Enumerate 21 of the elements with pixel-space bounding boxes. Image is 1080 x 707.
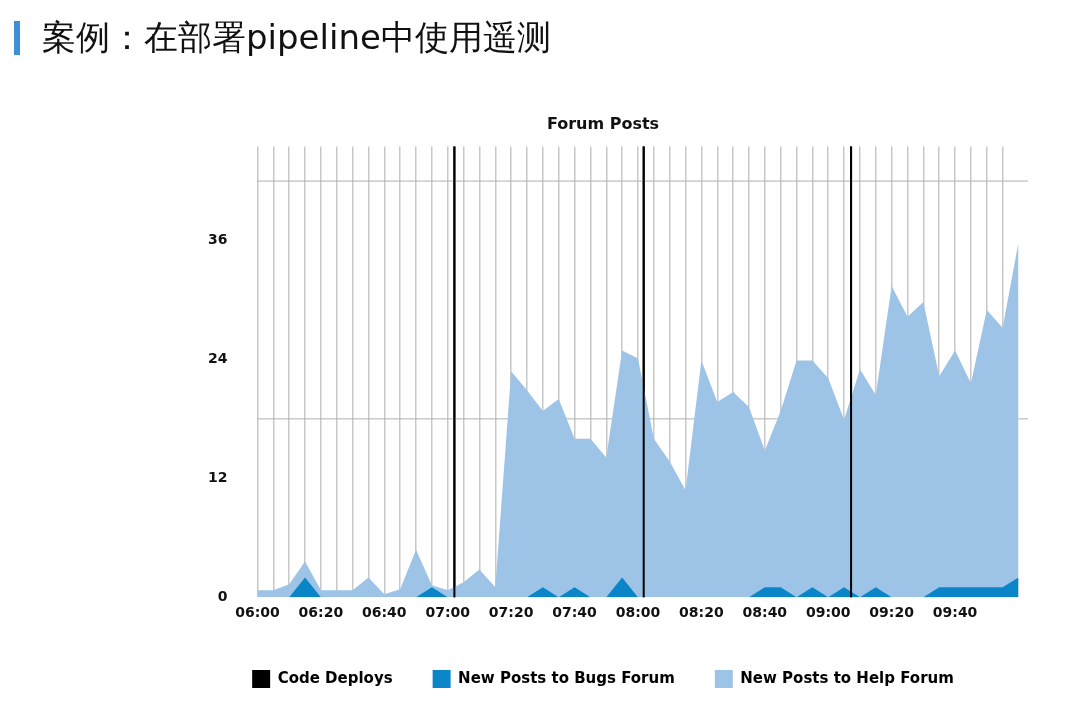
legend-label: New Posts to Help Forum — [740, 668, 954, 687]
legend-label: Code Deploys — [277, 668, 393, 687]
y-tick-label: 36 — [208, 231, 228, 248]
x-tick-label: 08:20 — [679, 604, 724, 621]
x-tick-label: 07:40 — [552, 604, 598, 621]
y-tick-label: 0 — [217, 587, 228, 604]
x-tick-label: 06:00 — [235, 604, 281, 621]
y-tick-label: 24 — [208, 350, 228, 367]
x-tick-label: 06:40 — [362, 604, 407, 621]
x-tick-label: 07:20 — [488, 604, 534, 621]
x-tick-label: 06:20 — [298, 604, 344, 621]
legend-label: New Posts to Bugs Forum — [458, 668, 675, 687]
chart-title: 案例：在部署pipeline中使用遥测 — [42, 16, 551, 59]
y-tick-label: 12 — [208, 468, 228, 485]
x-tick-label: 07:00 — [425, 604, 471, 621]
x-tick-label: 08:00 — [615, 604, 661, 621]
x-tick-label: 09:00 — [805, 604, 851, 621]
x-tick-label: 09:40 — [932, 604, 978, 621]
x-tick-label: 08:40 — [742, 604, 788, 621]
x-tick-label: 09:20 — [869, 604, 915, 621]
chart-subtitle: Forum Posts — [546, 113, 660, 133]
